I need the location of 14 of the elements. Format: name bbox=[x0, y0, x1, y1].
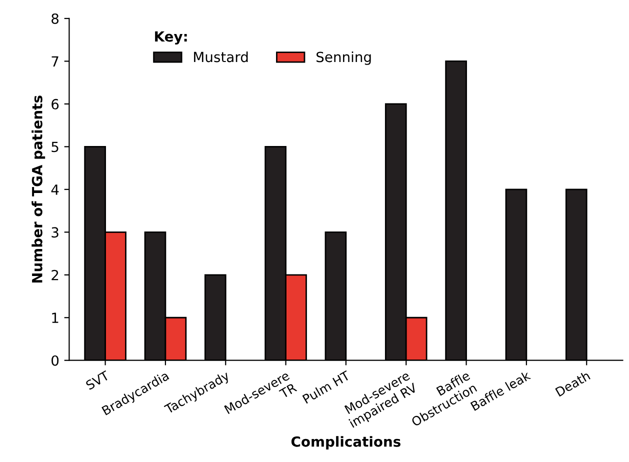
y-tick-label: 1 bbox=[52, 312, 58, 323]
y-tick-label: 0 bbox=[52, 355, 59, 366]
legend-label: Mustard bbox=[194, 51, 248, 62]
y-tick-label: 6 bbox=[52, 98, 59, 110]
y-tick-label: 3 bbox=[52, 227, 58, 238]
legend-title: Key: bbox=[155, 31, 187, 45]
y-tick-label: 8 bbox=[52, 13, 59, 24]
y-tick-label: 4 bbox=[51, 184, 59, 195]
y-tick-label: 5 bbox=[52, 142, 58, 152]
y-tick-label: 7 bbox=[52, 56, 58, 66]
x-axis-title: Complications bbox=[291, 436, 400, 450]
y-axis-title: Number of TGA patients bbox=[32, 96, 46, 283]
y-tick-label: 2 bbox=[52, 270, 58, 280]
legend-label: Senning bbox=[316, 51, 371, 65]
